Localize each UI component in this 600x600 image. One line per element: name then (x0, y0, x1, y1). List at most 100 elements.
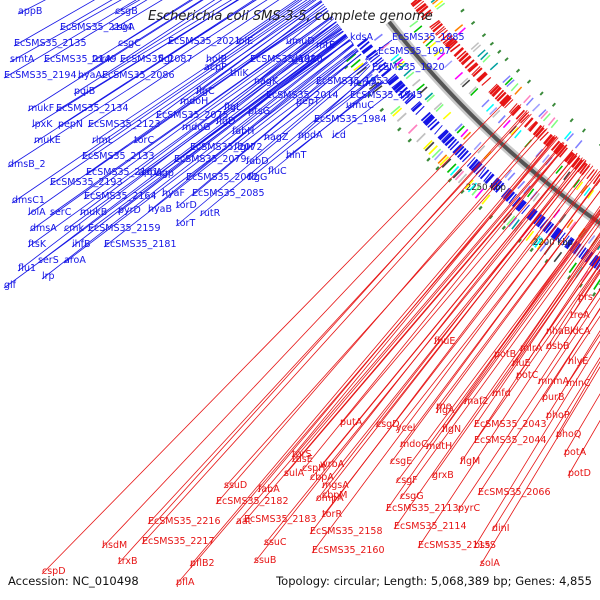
forward-gene-label: EcSMS35_1885 (392, 32, 465, 43)
forward-leader-line (9, 0, 122, 63)
forward-leader-line (231, 39, 351, 135)
reverse-gene-label: cspD (42, 566, 66, 577)
reverse-gene-label: phoP (546, 410, 570, 421)
reverse-gene-label: tusE (292, 454, 313, 465)
reverse-gene-label: EcSMS35_2043 (474, 419, 547, 430)
reverse-leader-line (545, 330, 600, 419)
forward-leader-line (147, 44, 355, 213)
reverse-gene-label: ldcA (570, 326, 591, 337)
forward-leader-line (315, 30, 344, 49)
forward-gene-label: dmsC1 (12, 195, 45, 206)
forward-gene-label: pyrD (118, 205, 141, 216)
forward-gene-label: umuC (346, 100, 374, 111)
forward-gene-label: fabH (232, 126, 254, 137)
reverse-gene-label: EcSMS35_2183 (244, 514, 317, 525)
reverse-leader-line (101, 104, 522, 549)
reverse-leader-line (147, 111, 530, 525)
forward-leader-line (199, 70, 375, 217)
forward-gene-label: EcSMS35_2072 (190, 142, 263, 153)
reverse-gene-label: purB (542, 392, 564, 403)
forward-gene-label: EcSMS35_2161 (86, 167, 159, 178)
forward-gene-label: EcSMS35_1945 (350, 90, 423, 101)
forward-leader-line (17, 24, 340, 272)
forward-gene-label: EcSMS35_1953 (316, 76, 389, 87)
forward-leader-line (91, 0, 192, 63)
forward-leader-line (87, 0, 280, 128)
forward-gene-label: flgD (216, 116, 235, 127)
forward-leader-line (3, 0, 137, 79)
forward-gene-label: EcSMS35_2021 (168, 36, 241, 47)
reverse-gene-label: EcSMS35_2160 (312, 545, 385, 556)
forward-gene-label: fluC (268, 166, 287, 177)
reverse-gene-label: trxB (118, 556, 138, 567)
forward-gene-label: pqiB (74, 86, 95, 97)
forward-gene-label: dmsA (30, 223, 57, 234)
forward-gene-label: EcSMS35_2193 (50, 177, 123, 188)
reverse-leader-line (537, 288, 600, 385)
forward-leader-line (223, 21, 337, 111)
forward-gene-label: mukB (80, 207, 107, 218)
forward-gene-label: lrp (42, 271, 55, 282)
forward-gene-label: hyaF (162, 188, 185, 199)
reverse-leader-line (283, 144, 568, 477)
forward-leader-line (7, 0, 268, 168)
forward-gene-label: EcSMS35_2075 (156, 110, 229, 121)
reverse-gene-label: cbpM (322, 490, 347, 501)
forward-gene-label: hyaB (148, 204, 172, 215)
forward-gene-label: dadA (292, 54, 317, 65)
forward-leader-line (63, 28, 343, 232)
forward-rna-track (373, 33, 600, 251)
accession-text: Accession: NC_010498 (8, 574, 139, 588)
forward-gene-label: torC (134, 135, 154, 146)
forward-leader-line (267, 80, 384, 175)
reverse-gene-label: phoQ (556, 429, 581, 440)
reverse-leader-line (291, 142, 565, 463)
reverse-gene-label: aat (236, 516, 252, 527)
forward-gene-label: mtE (316, 40, 335, 51)
forward-gene-label: flu1 (18, 263, 36, 274)
forward-gene-label: acpP (204, 62, 227, 73)
forward-gene-label: mdoG (182, 122, 210, 133)
reverse-gene-label: EcSMS35_2044 (474, 435, 547, 446)
reverse-leader-line (541, 307, 600, 401)
forward-gene-label: hemA (350, 78, 378, 89)
forward-leader-line (81, 0, 315, 160)
reverse-leader-line (243, 144, 567, 523)
forward-gene-label: mdoH (180, 96, 208, 107)
reverse-gene-label: mlrA (520, 343, 543, 354)
reverse-leader-line (175, 137, 559, 586)
reverse-gene-label: solA (480, 558, 500, 569)
forward-leader-line (117, 35, 348, 214)
forward-gene-label: smtA (10, 54, 35, 65)
map-title: Escherichia coli SMS-3-5, complete genom… (148, 9, 433, 24)
forward-gene-label: npdA (298, 130, 323, 141)
forward-gene-label: pepT (296, 96, 320, 107)
forward-leader-line (179, 1, 323, 105)
forward-gene-label: serS (38, 255, 59, 266)
reverse-gene-label: ssuB (254, 555, 276, 566)
reverse-gene-label: rne (436, 401, 452, 412)
forward-gene-label: EcSMS35_2135 (14, 38, 87, 49)
forward-leader-line (185, 43, 354, 181)
forward-gene-label: csgB (115, 6, 138, 17)
reverse-leader-line (457, 297, 600, 512)
reverse-gene-label: sulA (284, 468, 305, 479)
forward-gene-label: fabD (246, 156, 269, 167)
backbone-circle (387, 20, 600, 226)
forward-gene-label: EcSMS35_2087 (120, 54, 193, 65)
reverse-leader-line (431, 239, 600, 479)
forward-leader-line (103, 48, 358, 248)
reverse-gene-label: potB (494, 349, 516, 360)
forward-gene-label: holB (206, 54, 227, 65)
reverse-leader-line (41, 94, 512, 575)
reverse-gene-label: putA (340, 417, 363, 428)
forward-gene-label: cmk (64, 223, 84, 234)
forward-leader-line (77, 0, 203, 79)
forward-leader-line (91, 0, 308, 144)
reverse-leader-line (117, 110, 528, 565)
inner-feature-track (430, 0, 583, 149)
forward-gene-label: thiK (230, 68, 249, 79)
forward-leader-line (155, 34, 347, 177)
reverse-leader-line (385, 205, 600, 512)
reverse-gene-label: EcSMS35_2217 (142, 536, 215, 547)
